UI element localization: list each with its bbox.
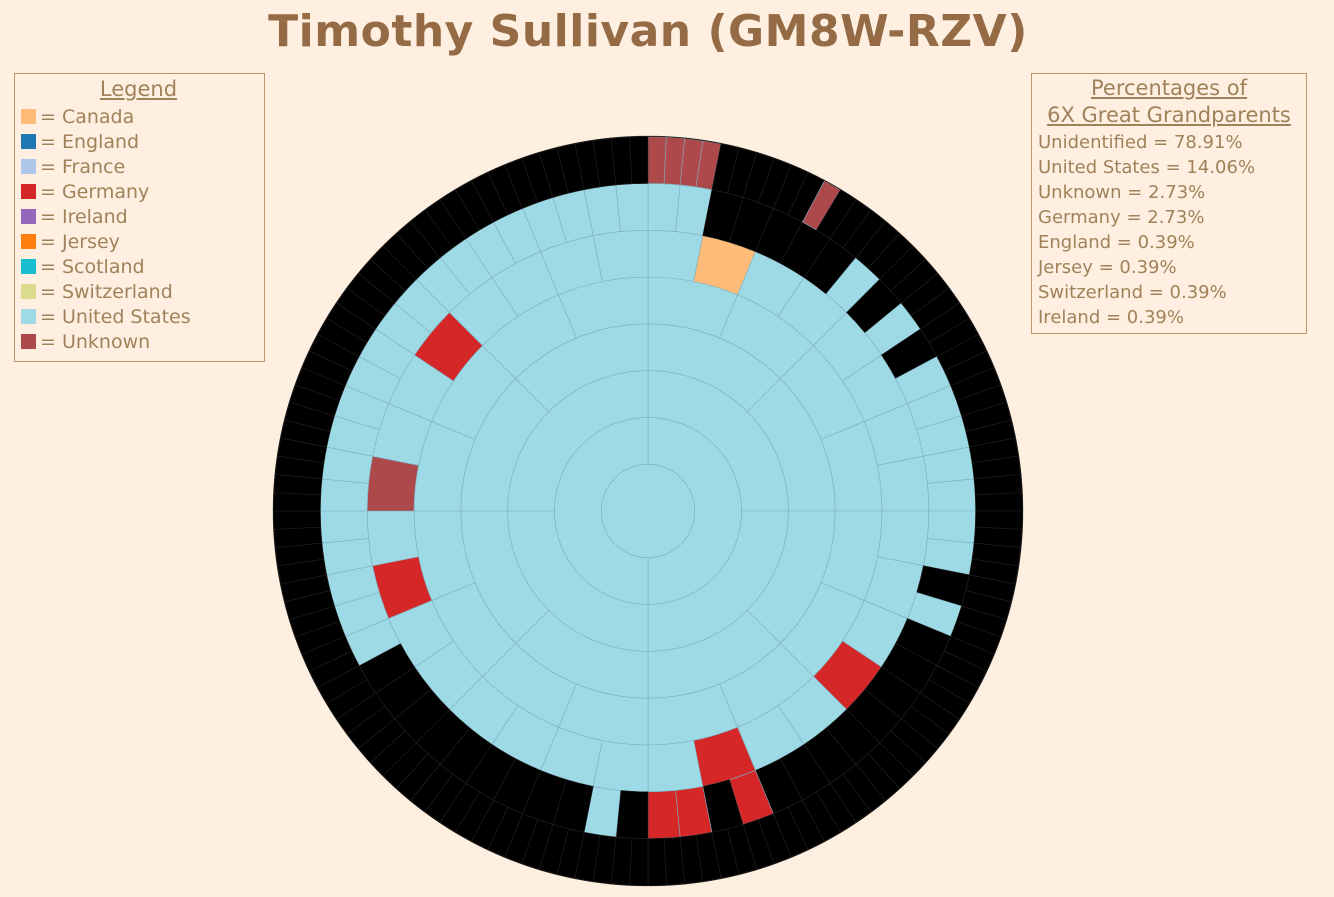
fan-segment <box>273 492 322 512</box>
legend-item: = Switzerland <box>21 279 256 304</box>
legend-label: = United States <box>40 305 191 328</box>
legend-label: = Unknown <box>40 330 151 353</box>
legend-item: = Germany <box>21 179 256 204</box>
percentages-list: Unidentified = 78.91% United States = 14.… <box>1038 130 1300 330</box>
legend-item: = France <box>21 154 256 179</box>
fan-segment <box>592 229 649 282</box>
percentage-item: Germany = 2.73% <box>1038 207 1205 228</box>
fan-segment <box>877 455 930 512</box>
fan-segment <box>974 510 1023 530</box>
legend-item: = Jersey <box>21 229 256 254</box>
fan-segment <box>647 885 658 887</box>
legend-label: = France <box>40 155 126 178</box>
legend-swatch <box>21 334 36 349</box>
percentage-item: Unknown = 2.73% <box>1038 182 1206 203</box>
fan-segment <box>647 790 681 839</box>
fan-segment <box>615 183 649 232</box>
fan-segment <box>600 463 696 559</box>
percentages-header-line1: Percentages of <box>1091 76 1247 100</box>
fan-segment <box>366 510 419 567</box>
percentages-header-line2: 6X Great Grandparents <box>1047 103 1291 127</box>
percentage-item: Ireland = 0.39% <box>1038 307 1184 328</box>
legend-swatch <box>21 284 36 299</box>
fan-segment <box>647 837 667 886</box>
legend-label: = Switzerland <box>40 280 173 303</box>
percentage-item: Unidentified = 78.91% <box>1038 132 1243 153</box>
legend-swatch <box>21 259 36 274</box>
fan-segment <box>877 510 930 567</box>
fan-segment <box>272 510 274 521</box>
fan-segment <box>974 492 1023 512</box>
fan-segment <box>629 837 649 886</box>
fan-segment <box>592 740 649 793</box>
legend-item: = Unknown <box>21 329 256 354</box>
legend-swatch <box>21 184 36 199</box>
fan-segment <box>272 501 274 512</box>
fan-segment <box>647 135 658 137</box>
legend-item: = England <box>21 129 256 154</box>
fan-segment <box>927 478 976 512</box>
percentage-item: Jersey = 0.39% <box>1038 257 1177 278</box>
legend-header: Legend <box>99 77 178 101</box>
percentages-box: Percentages of 6X Great Grandparents Uni… <box>1031 73 1307 334</box>
legend-swatch <box>21 159 36 174</box>
legend-label: = Jersey <box>40 230 120 253</box>
fan-segment <box>273 510 322 530</box>
fan-segment <box>638 885 649 887</box>
legend-swatch <box>21 209 36 224</box>
fan-segment <box>647 183 681 232</box>
fan-segment <box>927 510 976 544</box>
legend-label: = Scotland <box>40 255 145 278</box>
fan-segment <box>320 510 369 544</box>
chart-title: Timothy Sullivan (GM8W-RZV) <box>268 6 1028 57</box>
fan-segment <box>1022 501 1024 512</box>
legend-list: = Canada = England = France = Germany = Irel… <box>21 104 256 354</box>
fan-segment <box>638 135 649 137</box>
legend-swatch <box>21 309 36 324</box>
fan-segment <box>647 229 704 282</box>
percentage-item: England = 0.39% <box>1038 232 1195 253</box>
fan-segment <box>1022 510 1024 521</box>
fan-segment <box>366 455 419 512</box>
legend-label: = Germany <box>40 180 150 203</box>
legend-swatch <box>21 234 36 249</box>
fan-segment <box>647 136 667 185</box>
legend-item: = Canada <box>21 104 256 129</box>
legend-item: = Ireland <box>21 204 256 229</box>
legend-item: = United States <box>21 304 256 329</box>
fan-segment <box>647 740 704 793</box>
fan-segment <box>615 790 649 839</box>
percentage-item: Switzerland = 0.39% <box>1038 282 1227 303</box>
legend-item: = Scotland <box>21 254 256 279</box>
fan-segment <box>320 478 369 512</box>
percentage-item: United States = 14.06% <box>1038 157 1256 178</box>
legend-swatch <box>21 134 36 149</box>
legend-label: = England <box>40 130 140 153</box>
fan-segment <box>629 136 649 185</box>
legend-label: = Ireland <box>40 205 128 228</box>
legend-swatch <box>21 109 36 124</box>
legend-box: Legend = Canada = England = France = German… <box>14 73 265 362</box>
legend-label: = Canada <box>40 105 135 128</box>
